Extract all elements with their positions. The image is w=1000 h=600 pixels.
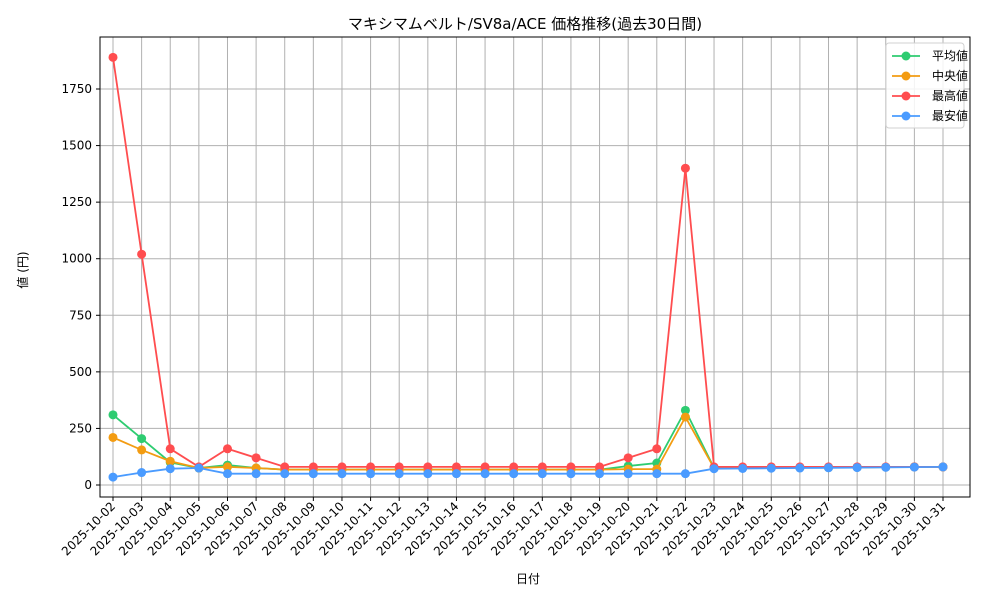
data-point <box>652 469 662 479</box>
svg-text:最高値: 最高値 <box>932 88 968 103</box>
data-point <box>509 469 519 479</box>
series-line <box>108 405 948 475</box>
data-point <box>137 468 147 478</box>
data-point <box>566 462 576 472</box>
y-tick-label: 1500 <box>61 139 92 153</box>
chart-title: マキシマムベルト/SV8a/ACE 価格推移(過去30日間) <box>348 15 702 33</box>
y-tick-label: 1750 <box>61 82 92 96</box>
data-point <box>337 469 347 479</box>
data-point <box>137 249 147 259</box>
data-point <box>680 412 690 422</box>
data-point <box>366 469 376 479</box>
data-series <box>108 52 948 482</box>
svg-text:中央値: 中央値 <box>932 68 968 83</box>
data-point <box>795 463 805 473</box>
y-tick-label: 500 <box>69 365 92 379</box>
data-point <box>394 462 404 472</box>
data-point <box>537 462 547 472</box>
data-point <box>509 462 519 472</box>
y-tick-label: 250 <box>69 421 92 435</box>
data-point <box>308 469 318 479</box>
series-line <box>108 462 948 482</box>
svg-text:平均値: 平均値 <box>932 48 968 63</box>
data-point <box>280 469 290 479</box>
data-point <box>423 469 433 479</box>
data-point <box>709 464 719 474</box>
data-point <box>451 462 461 472</box>
data-point <box>251 453 261 463</box>
y-axis: 0 250 500 750 1000 1250 1500 1750 <box>61 82 100 492</box>
data-point <box>222 462 232 472</box>
data-point <box>537 469 547 479</box>
legend-item: 最安値 <box>892 108 968 123</box>
y-tick-label: 750 <box>69 308 92 322</box>
y-tick-label: 0 <box>84 478 92 492</box>
data-point <box>337 462 347 472</box>
data-point <box>766 463 776 473</box>
data-point <box>680 405 690 415</box>
data-point <box>652 444 662 454</box>
data-point <box>108 432 118 442</box>
svg-text:最安値: 最安値 <box>932 108 968 123</box>
x-axis-label: 日付 <box>516 572 540 586</box>
data-point <box>108 410 118 420</box>
data-point <box>595 469 605 479</box>
legend-item: 平均値 <box>892 48 968 63</box>
data-point <box>938 462 948 472</box>
data-point <box>566 469 576 479</box>
data-point <box>194 463 204 473</box>
data-point <box>909 462 919 472</box>
data-point <box>165 444 175 454</box>
data-point <box>451 469 461 479</box>
data-point <box>165 464 175 474</box>
data-point <box>366 462 376 472</box>
x-axis: 2025-10-022025-10-032025-10-042025-10-05… <box>59 497 948 558</box>
y-tick-label: 1000 <box>61 252 92 266</box>
y-tick-label: 1250 <box>61 195 92 209</box>
data-point <box>824 463 834 473</box>
data-point <box>623 453 633 463</box>
data-point <box>480 469 490 479</box>
data-point <box>308 462 318 472</box>
data-point <box>108 472 118 482</box>
data-point <box>165 456 175 466</box>
data-point <box>623 469 633 479</box>
data-point <box>222 469 232 479</box>
y-axis-label: 値 (円) <box>15 251 30 288</box>
data-point <box>881 462 891 472</box>
data-point <box>222 444 232 454</box>
data-point <box>423 462 433 472</box>
data-point <box>137 445 147 455</box>
data-point <box>108 52 118 62</box>
data-point <box>680 163 690 173</box>
series-line <box>108 52 948 472</box>
legend-item: 最高値 <box>892 88 968 103</box>
data-point <box>738 463 748 473</box>
data-point <box>280 462 290 472</box>
data-point <box>680 469 690 479</box>
grid-lines <box>100 37 970 497</box>
data-point <box>595 462 605 472</box>
data-point <box>137 434 147 444</box>
series-line <box>108 412 948 475</box>
legend-item: 中央値 <box>892 68 968 83</box>
data-point <box>251 469 261 479</box>
data-point <box>394 469 404 479</box>
data-point <box>852 463 862 473</box>
plot-frame <box>99 36 971 498</box>
data-point <box>480 462 490 472</box>
